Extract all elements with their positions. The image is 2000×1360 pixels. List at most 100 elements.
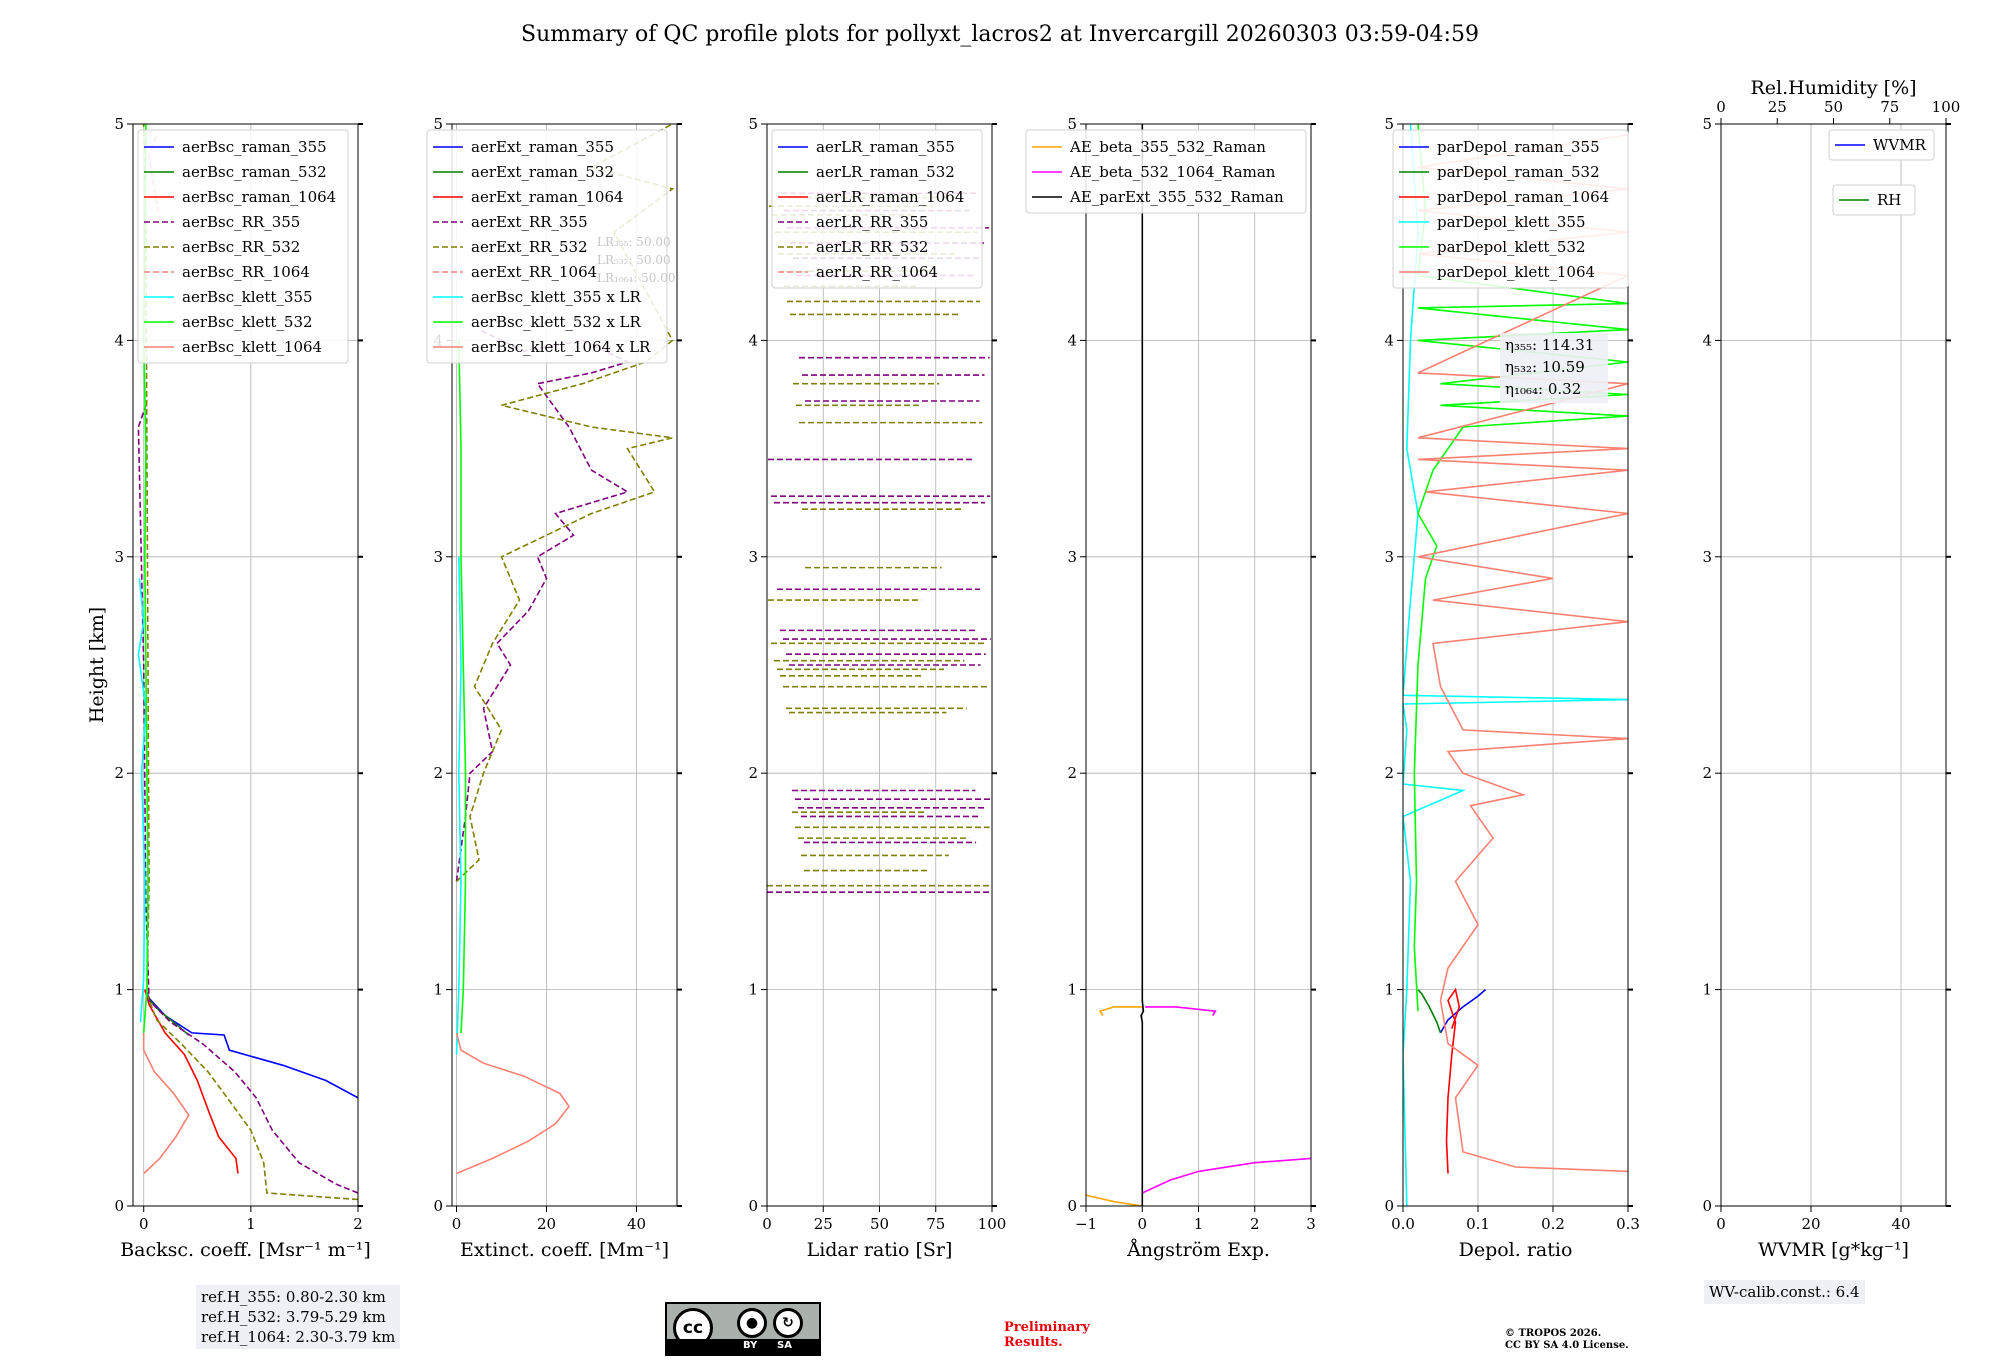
water_vapor-xtick-label: 20 xyxy=(1801,1215,1820,1233)
water_vapor-xlabel: WVMR [g*kg⁻¹] xyxy=(1758,1239,1909,1261)
water_vapor-ytick-label: 4 xyxy=(1702,331,1712,349)
water_vapor-frame xyxy=(1720,123,1947,1207)
angstrom-ytick-label: 0 xyxy=(1067,1197,1077,1215)
depolarization-legend-label: parDepol_raman_355 xyxy=(1437,138,1600,156)
angstrom-ytick-label: 1 xyxy=(1067,981,1077,999)
backscatter-xtick-label: 1 xyxy=(246,1215,256,1233)
backscatter-ytick-label: 1 xyxy=(114,981,124,999)
figure-title: Summary of QC profile plots for pollyxt_… xyxy=(521,22,1479,47)
angstrom-legend-label: AE_parExt_355_532_Raman xyxy=(1069,188,1284,206)
angstrom-ytick-label: 2 xyxy=(1067,764,1077,782)
lidar_ratio-xtick-label: 0 xyxy=(762,1215,772,1233)
wv-legend-box xyxy=(1832,184,1916,216)
depolarization-series-parDepol_klett_355 xyxy=(1403,124,1628,1206)
extinction-xtick-label: 0 xyxy=(452,1215,462,1233)
ref-heights-box: ref.H_355: 0.80-2.30 km ref.H_532: 3.79-… xyxy=(196,1285,401,1349)
backscatter-ytick-label: 2 xyxy=(114,764,124,782)
angstrom-xtick-label: 3 xyxy=(1306,1215,1316,1233)
eta-value-2: η₁₀₆₄: 0.32 xyxy=(1505,380,1581,398)
backscatter-legend-label: aerBsc_RR_1064 xyxy=(182,263,310,281)
backscatter-legend-label: aerBsc_RR_532 xyxy=(182,238,300,256)
backscatter-frame xyxy=(132,123,359,1207)
angstrom-series-AE_beta_355_532_Raman xyxy=(1086,1194,1143,1206)
extinction-legend-label: aerExt_raman_355 xyxy=(471,138,614,156)
sa-icon: ↻ xyxy=(773,1308,803,1338)
lidar_ratio-xtick-label: 25 xyxy=(814,1215,833,1233)
depolarization-xtick-label: 0.3 xyxy=(1616,1215,1640,1233)
eta-value-0: η₃₅₅: 114.31 xyxy=(1505,336,1594,354)
lidar_ratio-legend-label: aerLR_RR_1064 xyxy=(816,263,938,281)
backscatter-series-aerBsc_RR_532 xyxy=(142,124,358,1201)
lidar_ratio-ytick-label: 2 xyxy=(748,764,758,782)
backscatter-series-aerBsc_raman_355 xyxy=(145,989,358,1099)
lidar_ratio-ytick-label: 1 xyxy=(748,981,758,999)
backscatter-ytick-label: 5 xyxy=(114,115,124,133)
angstrom-xtick-label: 0 xyxy=(1137,1215,1147,1233)
cc-sa-label: SA xyxy=(777,1340,792,1351)
lidar_ratio-legend-label: aerLR_raman_532 xyxy=(816,163,955,181)
angstrom-series-AE_beta_355_532_Raman xyxy=(1098,1006,1143,1017)
depolarization-xtick-label: 0.2 xyxy=(1541,1215,1565,1233)
rh-top-tick-label: 0 xyxy=(1716,98,1726,116)
water_vapor-ytick-label: 1 xyxy=(1702,981,1712,999)
extinction-series-aerBsc_klett_355 x LR xyxy=(455,556,462,1055)
angstrom-series-AE_parExt_355_532_Raman xyxy=(1140,124,1145,1206)
water_vapor-ytick-label: 2 xyxy=(1702,764,1712,782)
extinction-series-aerExt_RR_355 xyxy=(455,328,630,882)
extinction-legend-label: aerBsc_klett_532 x LR xyxy=(471,313,642,331)
depolarization-xtick-label: 0.1 xyxy=(1466,1215,1490,1233)
backscatter-series-aerBsc_raman_532 xyxy=(145,989,190,1036)
wv-legend-label: WVMR xyxy=(1873,136,1927,154)
preliminary-line-2: Results. xyxy=(1004,1335,1063,1350)
angstrom-ytick-label: 3 xyxy=(1067,548,1077,566)
lr-note-1: LR₅₃₂: 50.00 xyxy=(597,253,671,267)
backscatter-xlabel: Backsc. coeff. [Msr⁻¹ m⁻¹] xyxy=(120,1239,371,1261)
backscatter-series-aerBsc_RR_355 xyxy=(137,405,358,1194)
lidar_ratio-ytick-label: 0 xyxy=(748,1197,758,1215)
rh-top-axis-label: Rel.Humidity [%] xyxy=(1750,77,1916,99)
backscatter-xtick-label: 0 xyxy=(139,1215,149,1233)
angstrom-ytick-label: 5 xyxy=(1067,115,1077,133)
depolarization-series-parDepol_raman_355 xyxy=(1439,988,1487,1034)
angstrom-legend-box xyxy=(1025,129,1307,214)
water_vapor-xtick-label: 0 xyxy=(1716,1215,1726,1233)
extinction-legend-label: aerBsc_klett_1064 x LR xyxy=(471,338,651,356)
depolarization-frame xyxy=(1402,123,1629,1207)
wv-legend-label: RH xyxy=(1877,191,1901,209)
wv-calib-box: WV-calib.const.: 6.4 xyxy=(1704,1280,1865,1304)
angstrom-series-AE_beta_532_1064_Raman xyxy=(1141,1157,1311,1194)
depolarization-ytick-label: 2 xyxy=(1384,764,1394,782)
ref-height-1064: ref.H_1064: 2.30-3.79 km xyxy=(201,1328,396,1346)
lidar_ratio-xtick-label: 75 xyxy=(926,1215,945,1233)
extinction-frame xyxy=(451,123,678,1207)
depolarization-series-parDepol_raman_1064 xyxy=(1445,987,1461,1174)
wv-legend-box xyxy=(1828,129,1935,161)
depolarization-legend-box xyxy=(1392,129,1629,289)
backscatter-ytick-label: 4 xyxy=(114,331,124,349)
preliminary-line-1: Preliminary xyxy=(1004,1320,1090,1335)
extinction-ytick-label: 1 xyxy=(433,981,443,999)
lidar_ratio-ytick-label: 4 xyxy=(748,331,758,349)
depolarization-xlabel: Depol. ratio xyxy=(1459,1239,1573,1261)
copyright-line-2: CC BY SA 4.0 License. xyxy=(1505,1340,1629,1351)
angstrom-legend-label: AE_beta_532_1064_Raman xyxy=(1069,163,1276,181)
backscatter-legend-label: aerBsc_klett_1064 xyxy=(182,338,322,356)
lidar_ratio-legend-label: aerLR_RR_355 xyxy=(816,213,928,231)
lidar_ratio-xlabel: Lidar ratio [Sr] xyxy=(807,1239,953,1261)
depolarization-legend-label: parDepol_klett_1064 xyxy=(1437,263,1595,281)
depolarization-series-parDepol_raman_532 xyxy=(1417,989,1442,1034)
angstrom-xtick-label: 2 xyxy=(1250,1215,1260,1233)
water_vapor-ytick-label: 5 xyxy=(1702,115,1712,133)
angstrom-xtick-label: −1 xyxy=(1075,1215,1097,1233)
depolarization-legend-label: parDepol_raman_1064 xyxy=(1437,188,1609,206)
by-icon: ● xyxy=(737,1308,767,1338)
extinction-series-aerBsc_klett_1064 x LR xyxy=(455,1032,570,1175)
lidar_ratio-legend-label: aerLR_raman_1064 xyxy=(816,188,964,206)
angstrom-xtick-label: 1 xyxy=(1194,1215,1204,1233)
cc-license-badge: cc ● ↻ BY SA xyxy=(665,1302,821,1356)
backscatter-legend-label: aerBsc_RR_355 xyxy=(182,213,300,231)
backscatter-legend-label: aerBsc_raman_532 xyxy=(182,163,327,181)
extinction-series-aerBsc_klett_532 x LR xyxy=(458,340,467,1033)
water_vapor-xtick-label: 40 xyxy=(1891,1215,1910,1233)
